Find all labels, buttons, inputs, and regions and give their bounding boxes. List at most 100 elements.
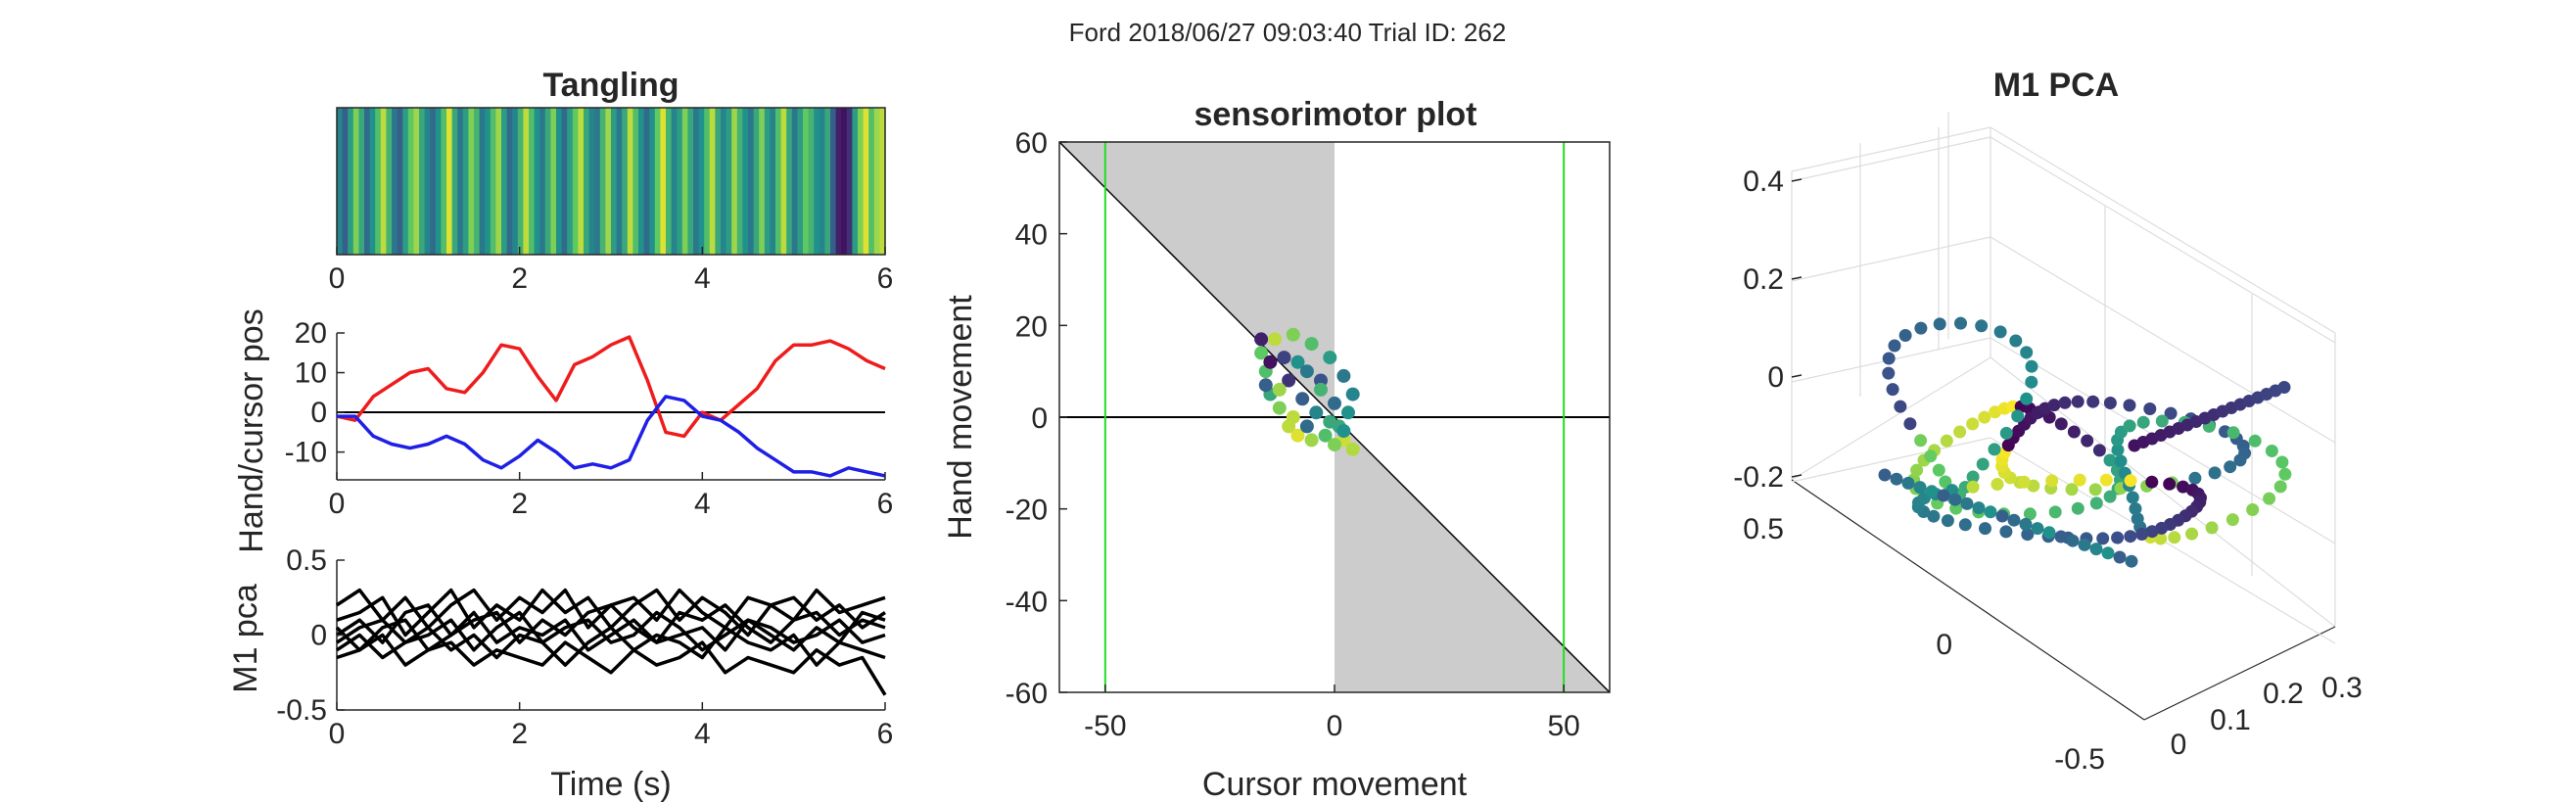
pca3d-ztick-label: 0 [1767, 361, 1784, 394]
tangling-strip [446, 108, 453, 255]
tangling-strip [584, 108, 590, 255]
pca3d-point [2224, 460, 2237, 474]
pca3d-xtick-label: 0 [2171, 729, 2187, 761]
hand-cursor-ytick-label: 10 [295, 357, 327, 390]
pca3d-ztick-label: 0.4 [1743, 165, 1784, 198]
pca3d-point [2025, 359, 2038, 373]
tangling-strip [654, 108, 661, 255]
tangling-strip [715, 108, 722, 255]
sensorimotor-point [1336, 424, 1351, 439]
tangling-strip [495, 108, 502, 255]
pca3d-point [2065, 483, 2079, 496]
pca3d-point [1966, 480, 1980, 494]
pca3d-point [1882, 352, 1896, 365]
sensorimotor-point [1295, 392, 1310, 406]
pca3d-point [2092, 444, 2106, 457]
tangling-strip [375, 108, 382, 255]
tangling-strip [523, 108, 530, 255]
pca3d-point [1939, 475, 1952, 489]
pca3d-point [2277, 381, 2291, 394]
sensorimotor-xtick-label: 50 [1547, 710, 1579, 742]
tangling-strip [660, 108, 667, 255]
tangling-strip [392, 108, 398, 255]
sensorimotor-point [1299, 419, 1314, 434]
hand-cursor-xtick-label: 6 [877, 488, 894, 520]
m1-pca-3d-title: M1 PCA [1993, 67, 2119, 104]
pca3d-point [1886, 383, 1899, 397]
pca3d-point [2233, 453, 2247, 467]
tangling-strip [544, 108, 551, 255]
pca3d-ytick-label: -0.5 [2054, 743, 2105, 776]
pca3d-point [2177, 480, 2190, 494]
tangling-strip [474, 108, 481, 255]
pca3d-point [2099, 473, 2113, 487]
pca3d-ztick-mark [1791, 374, 1803, 378]
sensorimotor-point [1328, 396, 1341, 410]
tangling-xtick-label: 0 [329, 262, 346, 295]
pca3d-point [1925, 485, 1939, 498]
tangling-strip [742, 108, 749, 255]
tangling-strip [780, 108, 787, 255]
pca3d-point [2126, 491, 2139, 504]
sensorimotor-point [1323, 351, 1337, 365]
sensorimotor-panel: sensorimotor plot -50 0 50 60 40 20 0 -20 -40 -60… [942, 96, 1611, 803]
figure-suptitle: Ford 2018/06/27 09:03:40 Trial ID: 262 [1069, 18, 1507, 47]
pca3d-point [2154, 532, 2168, 545]
tangling-strip [407, 108, 414, 255]
pca3d-point [1999, 426, 2013, 440]
pca3d-point [1966, 470, 1980, 484]
tangling-strip [852, 108, 859, 255]
tangling-strip [556, 108, 563, 255]
pca3d-point [1940, 434, 1953, 448]
hand-cursor-ylabel: Hand/cursor pos [233, 308, 270, 552]
pca3d-point [2020, 346, 2034, 359]
pca3d-point [2023, 507, 2037, 521]
pca3d-back-edge [1990, 356, 2336, 628]
pca3d-point [2208, 466, 2222, 480]
pca3d-gridline [1990, 236, 2336, 444]
pca3d-ztick-mark [1791, 276, 1803, 280]
pca3d-point [2073, 473, 2086, 487]
tangling-strip [451, 108, 458, 255]
tangling-strip [835, 108, 842, 255]
pca3d-gridline [1791, 236, 1991, 282]
tangling-strip [402, 108, 409, 255]
sensorimotor-point [1323, 414, 1337, 429]
pca3d-point [1901, 476, 1915, 490]
m1-pca-traces-panel: 0 2 4 60.50-0.5 M1 pca Time (s) [227, 544, 893, 803]
tangling-strip [572, 108, 579, 255]
pca3d-back-edge [1791, 356, 1991, 481]
pca3d-point [2248, 434, 2262, 448]
pca3d-point [2019, 517, 2033, 531]
pca3d-ztick-label: 0.2 [1743, 263, 1784, 296]
tangling-strip [462, 108, 469, 255]
pca3d-point [1932, 463, 1945, 477]
sensorimotor-point [1286, 410, 1300, 424]
pca3d-point [2145, 525, 2159, 539]
tangling-strip [814, 108, 820, 255]
sensorimotor-point [1336, 368, 1351, 383]
tangling-strip [748, 108, 755, 255]
tangling-strip [594, 108, 601, 255]
m1-pca-series-line [336, 626, 886, 667]
pca3d-point [2275, 455, 2289, 469]
pca3d-point [2263, 492, 2276, 505]
pca3d-point [2155, 414, 2169, 428]
tangling-strip [726, 108, 732, 255]
tangling-strip [517, 108, 524, 255]
tangling-strip [567, 108, 574, 255]
tangling-strip [616, 108, 623, 255]
pca3d-point [2164, 406, 2178, 420]
tangling-strip [337, 108, 344, 255]
tangling-xtick-label: 4 [694, 262, 711, 295]
sensorimotor-point [1314, 382, 1328, 397]
pca3d-point [2007, 513, 2021, 527]
tangling-strip [698, 108, 705, 255]
sensorimotor-ytick-label: 20 [1015, 310, 1048, 343]
tangling-strip [468, 108, 475, 255]
pca3d-ztick-label: -0.2 [1733, 461, 1784, 494]
sensorimotor-ytick-label: -40 [1006, 586, 1048, 618]
pca3d-point [2066, 534, 2080, 547]
